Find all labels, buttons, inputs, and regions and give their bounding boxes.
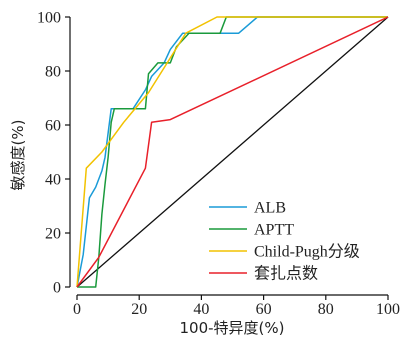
x-tick-label: 60: [256, 301, 272, 318]
legend-label: Child-Pugh分级: [254, 243, 360, 261]
reference-diagonal-line: [76, 16, 389, 288]
x-tick-label: 80: [318, 301, 334, 318]
y-axis-title: 敏感度(%): [9, 120, 27, 191]
y-tick-label: 40: [45, 172, 61, 189]
y-tick-label: 80: [45, 64, 61, 81]
legend-label: ALB: [254, 200, 286, 217]
plot-lines: [76, 16, 389, 288]
y-tick-label: 20: [45, 226, 61, 243]
x-tick-label: 100: [376, 301, 400, 318]
x-tick-label: 40: [193, 301, 209, 318]
series-line-ligation-count: [76, 16, 389, 288]
ticks: 0 20 40 60 80 100 0 20 40 60 80 100: [37, 10, 400, 319]
y-tick-label: 100: [37, 10, 61, 27]
x-tick-label: 20: [131, 301, 147, 318]
axes: [69, 17, 388, 296]
x-axis-title: 100-特异度(%): [179, 319, 284, 337]
series-line-aptt: [77, 16, 388, 288]
x-tick-label: 0: [73, 301, 81, 318]
y-tick-label: 60: [45, 118, 61, 135]
series-line-child-pugh: [76, 16, 388, 288]
legend-label: APTT: [254, 222, 294, 239]
y-tick-label: 0: [53, 280, 61, 297]
legend-label: 套扎点数: [254, 265, 318, 283]
